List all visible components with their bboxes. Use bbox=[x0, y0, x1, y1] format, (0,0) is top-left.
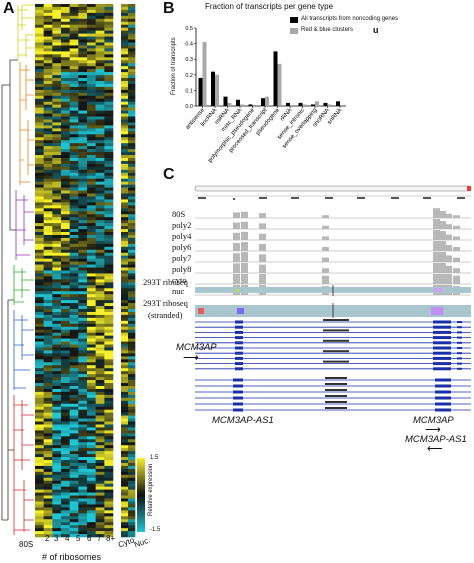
track-label-riboseq: 293T riboseq bbox=[143, 277, 188, 287]
bar bbox=[298, 102, 303, 106]
dendrogram bbox=[1, 4, 34, 535]
track-label-poly6: poly6 bbox=[172, 242, 192, 252]
arrow-right-icon-2: ⟶ bbox=[425, 424, 441, 436]
chart-title: Fraction of transcripts per gene type bbox=[205, 2, 334, 11]
xtick-4: 4 bbox=[65, 534, 70, 543]
colorbar-label: Relative expression bbox=[148, 463, 154, 516]
legend-swatch-clusters bbox=[290, 28, 298, 34]
heatmap bbox=[35, 4, 114, 538]
bar bbox=[311, 104, 315, 106]
bar bbox=[261, 98, 265, 106]
bar bbox=[227, 102, 232, 106]
xtick-5: 5 bbox=[76, 534, 81, 543]
legend-swatch-all bbox=[290, 17, 298, 23]
bar bbox=[198, 77, 203, 106]
ytick-label: 0.4 bbox=[185, 42, 193, 48]
xtick-3: 3 bbox=[54, 534, 59, 543]
track-label-cyto: cyto bbox=[172, 275, 187, 285]
bar bbox=[202, 42, 207, 106]
ytick-label: 0.2 bbox=[185, 73, 193, 79]
arrow-right-icon: ⟶ bbox=[183, 352, 199, 364]
legend-suffix: u bbox=[373, 25, 379, 35]
gene-label-mcm3ap-as1-left: MCM3AP-AS1 bbox=[212, 415, 274, 426]
xtick-2: 2 bbox=[45, 534, 50, 543]
ytick-label: 0.1 bbox=[185, 88, 193, 94]
bar bbox=[315, 101, 319, 106]
gene-label-mcm3ap-right: MCM3AP bbox=[413, 415, 454, 426]
bar bbox=[223, 96, 228, 106]
bar bbox=[336, 101, 340, 106]
ytick-label: 0.0 bbox=[185, 104, 193, 110]
chart-ylabel: Fraction of transcripts bbox=[171, 37, 177, 95]
bar bbox=[248, 104, 253, 106]
colorbar-max: 1.5 bbox=[150, 455, 159, 461]
bar bbox=[286, 102, 290, 106]
bar bbox=[277, 63, 282, 106]
bar bbox=[211, 71, 215, 106]
track-label-poly2: poly2 bbox=[172, 220, 192, 230]
colorbar bbox=[137, 458, 145, 532]
arrow-left-icon: ⟵ bbox=[427, 443, 443, 455]
bar bbox=[236, 99, 240, 106]
gene-label-mcm3ap-as1-right: MCM3AP-AS1 bbox=[405, 434, 467, 445]
bar bbox=[323, 102, 328, 106]
legend-label-clusters: Red & blue clusters bbox=[301, 27, 354, 33]
gene-label-mcm3ap-left: MCM3AP bbox=[176, 342, 217, 353]
chromosome-ideogram bbox=[194, 185, 472, 200]
xtick-80s: 80S bbox=[19, 540, 34, 549]
xtick-6: 6 bbox=[87, 534, 92, 543]
track-label-riboseq-stranded-1: 293T riboseq bbox=[143, 298, 188, 308]
legend-label-all: All transcripts from noncoding genes bbox=[301, 16, 399, 22]
track-label-poly7: poly7 bbox=[172, 253, 192, 263]
bar-chart: 0.00.10.20.30.40.5antisenselincRNAmiRNAm… bbox=[185, 26, 346, 164]
panel-a-letter: A bbox=[3, 0, 15, 17]
ytick-label: 0.5 bbox=[185, 26, 193, 32]
xtick-8plus: 8+ bbox=[106, 534, 116, 543]
bar bbox=[327, 104, 332, 106]
track-label-poly8: poly8 bbox=[172, 264, 192, 274]
bar bbox=[273, 51, 278, 106]
track-label-poly4: poly4 bbox=[172, 231, 192, 241]
ytick-label: 0.3 bbox=[185, 57, 193, 63]
xtick-7: 7 bbox=[97, 534, 102, 543]
cyto-nuc-heatmap bbox=[121, 4, 136, 538]
bar bbox=[265, 96, 269, 106]
xtick-nuc: Nuc. bbox=[132, 535, 152, 550]
genome-tracks bbox=[195, 208, 471, 412]
bar bbox=[302, 104, 307, 106]
track-label-riboseq-stranded-2: (stranded) bbox=[148, 310, 183, 320]
colorbar-min: -1.5 bbox=[150, 527, 161, 533]
track-label-nuc: nuc bbox=[172, 286, 185, 296]
bar bbox=[240, 104, 244, 106]
panel-b-letter: B bbox=[163, 0, 175, 17]
panel-c-letter: C bbox=[163, 166, 175, 183]
bar bbox=[215, 74, 219, 106]
track-label-80s: 80S bbox=[172, 209, 186, 219]
xlabel-ribosomes: # of ribosomes bbox=[42, 552, 102, 562]
